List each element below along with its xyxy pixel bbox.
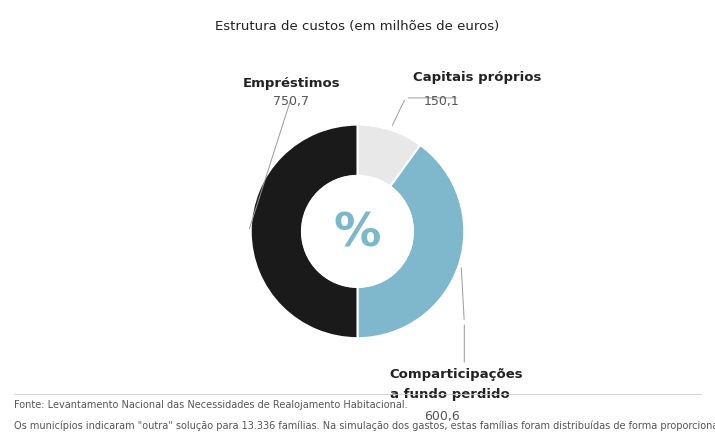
Text: 750,7: 750,7 bbox=[273, 95, 310, 108]
Text: Os municípios indicaram "outra" solução para 13.336 famílias. Na simulação dos g: Os municípios indicaram "outra" solução … bbox=[14, 421, 715, 431]
Text: Capitais próprios: Capitais próprios bbox=[413, 71, 541, 84]
Text: %: % bbox=[334, 211, 381, 256]
Text: Comparticipações: Comparticipações bbox=[390, 368, 523, 381]
Text: a fundo perdido: a fundo perdido bbox=[390, 388, 509, 401]
Text: 150,1: 150,1 bbox=[423, 95, 459, 108]
Text: Empréstimos: Empréstimos bbox=[242, 77, 340, 90]
Wedge shape bbox=[251, 125, 358, 338]
Circle shape bbox=[302, 176, 413, 287]
Text: Fonte: Levantamento Nacional das Necessidades de Realojamento Habitacional.: Fonte: Levantamento Nacional das Necessi… bbox=[14, 400, 408, 410]
Wedge shape bbox=[358, 145, 464, 338]
Text: 600,6: 600,6 bbox=[424, 410, 460, 423]
Text: Estrutura de custos (em milhões de euros): Estrutura de custos (em milhões de euros… bbox=[215, 20, 500, 33]
Wedge shape bbox=[358, 125, 420, 186]
